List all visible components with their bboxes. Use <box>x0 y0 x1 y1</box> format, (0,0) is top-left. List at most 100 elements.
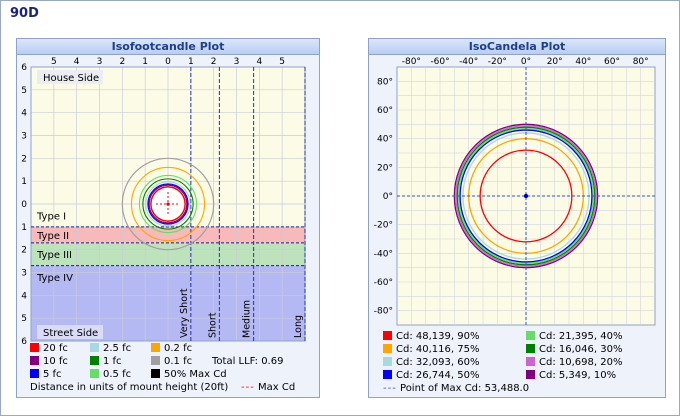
legend-label: Cd: 5,349, 10% <box>539 370 617 381</box>
isofootcandle-contour <box>147 183 189 225</box>
legend-item: Cd: 40,116, 75% <box>383 344 479 355</box>
legend-label: Cd: 21,395, 40% <box>539 331 623 342</box>
y-tick-label: 1 <box>21 177 27 187</box>
zone-label: Type III <box>36 250 72 261</box>
total-llf: Total LLF: 0.69 <box>212 356 284 367</box>
legend-label: Cd: 26,744, 50% <box>396 370 480 381</box>
y-tick-label: 3 <box>21 132 27 142</box>
legend-item: 20 fc <box>30 343 68 354</box>
x-tick-label: -40° <box>459 57 478 67</box>
legend-label: Cd: 40,116, 75% <box>396 344 480 355</box>
zone-label: Type IV <box>36 273 73 284</box>
y-tick-label: 0 <box>21 200 27 210</box>
y-tick-label: 1 <box>21 223 27 233</box>
legend-swatch <box>151 369 160 378</box>
isocandela-contour <box>479 149 573 243</box>
max-point-legend: --- Point of Max Cd: 53,488.0 <box>383 383 530 394</box>
x-tick-label: 60° <box>604 57 620 67</box>
max-point-label: Point of Max Cd: 53,488.0 <box>400 383 530 394</box>
legend-item: Cd: 10,698, 20% <box>526 357 622 368</box>
y-tick-label: 2 <box>21 154 27 164</box>
classification-label: Short <box>207 312 218 338</box>
page-title: 90D <box>10 6 39 21</box>
legend-swatch <box>383 357 392 366</box>
y-tick-label: 2 <box>21 246 27 256</box>
x-tick-label: 5 <box>51 57 57 67</box>
house-side-box <box>37 70 103 84</box>
legend-swatch <box>30 343 39 352</box>
y-tick-label: -80° <box>374 307 393 317</box>
y-tick-label: 20° <box>377 163 393 173</box>
isocandela-chart: -80° -60° -40° -20° 0° 20° 40° 60° 80° 80° 60° 40° 2… <box>374 57 656 326</box>
y-tick-label: 4 <box>21 291 27 301</box>
legend-swatch <box>151 356 160 365</box>
max-cd-point <box>523 193 529 199</box>
isocandela-contour <box>459 129 593 263</box>
isofootcandle-contour <box>138 174 198 234</box>
x-tick-label: 5 <box>279 57 285 67</box>
max-cd-label: Max Cd <box>258 382 296 393</box>
x-tick-label: 4 <box>256 57 262 67</box>
legend-label: 5 fc <box>43 369 62 380</box>
max-cd-legend: --- Max Cd <box>241 382 296 393</box>
legend-label: 1 fc <box>103 356 122 367</box>
x-tick-label: 1 <box>142 57 148 67</box>
legend-item: Cd: 26,744, 50% <box>383 370 479 381</box>
y-tick-label: 60° <box>377 106 393 116</box>
zone-label: Type II <box>36 231 69 242</box>
legend-swatch <box>383 331 392 340</box>
street-side-label: Street Side <box>43 328 98 339</box>
legend-label: 10 fc <box>43 356 68 367</box>
legend-swatch <box>526 331 535 340</box>
isofootcandle-contour <box>150 186 186 222</box>
legend-item: 0.5 fc <box>90 369 131 380</box>
legend-swatch <box>383 370 392 379</box>
legend-item: Cd: 21,395, 40% <box>526 331 622 342</box>
y-tick-label: 5 <box>21 86 27 96</box>
isocandela-title: IsoCandela Plot <box>369 39 665 55</box>
x-tick-label: 0 <box>165 57 171 67</box>
legend-swatch <box>151 343 160 352</box>
isofootcandle-chart: Very Short Short Medium Long Type I Type II Ty… <box>21 57 306 347</box>
legend-swatch <box>90 343 99 352</box>
house-side-label: House Side <box>43 73 99 84</box>
legend-item: Cd: 5,349, 10% <box>526 370 616 381</box>
legend-label: Cd: 16,046, 30% <box>539 344 623 355</box>
isofootcandle-contour <box>130 166 206 242</box>
legend-item: 0.2 fc <box>151 343 192 354</box>
isocandela-panel: IsoCandela Plot -80° -60° -40° -20° 0° 20° 40°… <box>368 38 666 398</box>
legend-item: 1 fc <box>90 356 122 367</box>
legend-item: Cd: 32,093, 60% <box>383 357 479 368</box>
isofootcandle-contour <box>142 178 194 230</box>
x-tick-label: 80° <box>633 57 649 67</box>
classification-label: Long <box>293 315 304 338</box>
x-tick-label: 3 <box>97 57 103 67</box>
x-tick-label: 0° <box>521 57 531 67</box>
y-tick-label: 3 <box>21 269 27 279</box>
max-cd-point <box>166 202 170 206</box>
legend-label: Cd: 10,698, 20% <box>539 357 623 368</box>
x-tick-label: -60° <box>430 57 449 67</box>
y-tick-label: 6 <box>21 337 27 347</box>
isocandela-contour <box>455 125 597 267</box>
y-tick-label: 80° <box>377 77 393 87</box>
x-tick-label: -80° <box>402 57 421 67</box>
legend-label: 50% Max Cd <box>164 369 227 380</box>
x-tick-label: 40° <box>575 57 591 67</box>
legend-item: 5 fc <box>30 369 62 380</box>
x-tick-label: 4 <box>74 57 80 67</box>
y-tick-label: -60° <box>374 278 393 288</box>
y-tick-label: 40° <box>377 135 393 145</box>
legend-item: Cd: 48,139, 90% <box>383 331 479 342</box>
legend-label: 0.5 fc <box>103 369 132 380</box>
y-tick-label: 5 <box>21 314 27 324</box>
isofootcandle-contour <box>145 181 191 227</box>
y-tick-label: 0° <box>383 192 393 202</box>
x-tick-label: 3 <box>234 57 240 67</box>
x-tick-label: 2 <box>119 57 125 67</box>
x-tick-label: 20° <box>547 57 563 67</box>
legend-item: 10 fc <box>30 356 68 367</box>
legend-label: Cd: 48,139, 90% <box>396 331 480 342</box>
legend-item: 0.1 fc <box>151 356 192 367</box>
legend-swatch <box>526 344 535 353</box>
